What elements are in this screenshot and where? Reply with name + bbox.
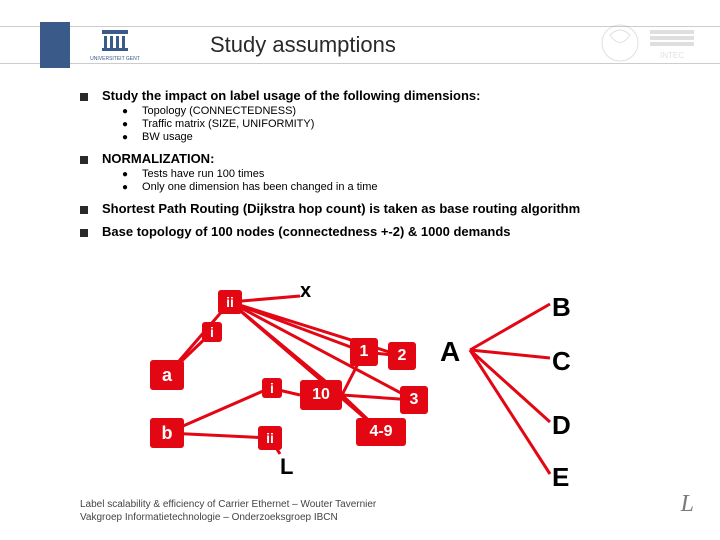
diagram-node-10: 10 xyxy=(300,380,342,410)
diagram-label-x: x xyxy=(300,280,311,303)
dot-bullet-icon: ● xyxy=(122,106,128,117)
square-bullet-icon xyxy=(80,229,88,237)
diagram-node-b: b xyxy=(150,418,184,448)
sub-bullet: ● Traffic matrix (SIZE, UNIFORMITY) xyxy=(122,118,660,130)
bullet-text: Only one dimension has been changed in a… xyxy=(142,181,377,193)
diagram-label-D: D xyxy=(552,410,571,441)
footer-line-2: Vakgroep Informatietechnologie – Onderzo… xyxy=(80,511,376,524)
diagram-node-i1: i xyxy=(202,322,222,342)
bullet-text: Tests have run 100 times xyxy=(142,168,264,180)
intec-logo: INTEC xyxy=(590,20,700,66)
bullet-text: Topology (CONNECTEDNESS) xyxy=(142,105,296,117)
slide-title: Study assumptions xyxy=(210,32,396,58)
page-letter: L xyxy=(681,491,694,518)
sub-bullet: ● Topology (CONNECTEDNESS) xyxy=(122,105,660,117)
dot-bullet-icon: ● xyxy=(122,169,128,180)
sub-bullet: ● Only one dimension has been changed in … xyxy=(122,181,660,193)
content-body: Study the impact on label usage of the f… xyxy=(80,80,660,241)
dot-bullet-icon: ● xyxy=(122,132,128,143)
diagram-label-B: B xyxy=(552,292,571,323)
diagram-label-C: C xyxy=(552,346,571,377)
svg-text:INTEC: INTEC xyxy=(660,51,684,60)
diagram-label-L: L xyxy=(280,454,293,480)
bullet-2: NORMALIZATION: xyxy=(80,151,660,166)
bullet-text: Study the impact on label usage of the f… xyxy=(102,88,480,103)
bullet-1: Study the impact on label usage of the f… xyxy=(80,88,660,103)
square-bullet-icon xyxy=(80,206,88,214)
svg-text:UNIVERSITEIT GENT: UNIVERSITEIT GENT xyxy=(90,56,140,62)
bullet-4: Base topology of 100 nodes (connectednes… xyxy=(80,224,660,239)
footer-line-1: Label scalability & efficiency of Carrie… xyxy=(80,498,376,511)
diagram-node-2: 2 xyxy=(388,342,416,370)
diagram-node-49: 4-9 xyxy=(356,418,406,446)
dot-bullet-icon: ● xyxy=(122,119,128,130)
diagram-label-A: A xyxy=(440,336,460,368)
bullet-text: Shortest Path Routing (Dijkstra hop coun… xyxy=(102,201,580,216)
diagram-node-1: 1 xyxy=(350,338,378,366)
bullet-text: Traffic matrix (SIZE, UNIFORMITY) xyxy=(142,118,314,130)
sub-bullet: ● Tests have run 100 times xyxy=(122,168,660,180)
university-logo: UNIVERSITEIT GENT xyxy=(90,28,140,62)
square-bullet-icon xyxy=(80,93,88,101)
bullet-text: NORMALIZATION: xyxy=(102,151,214,166)
bullet-3: Shortest Path Routing (Dijkstra hop coun… xyxy=(80,201,660,216)
bullet-text: BW usage xyxy=(142,131,193,143)
sub-bullet: ● BW usage xyxy=(122,131,660,143)
diagram-node-i2: i xyxy=(262,378,282,398)
diagram-node-a: a xyxy=(150,360,184,390)
diagram-node-ii2: ii xyxy=(258,426,282,450)
diagram-label-E: E xyxy=(552,462,569,493)
dot-bullet-icon: ● xyxy=(122,182,128,193)
bullet-text: Base topology of 100 nodes (connectednes… xyxy=(102,224,511,239)
diagram-node-ii1: ii xyxy=(218,290,242,314)
network-diagram: abiiiiii101234-9xLABCDE xyxy=(110,290,610,490)
square-bullet-icon xyxy=(80,156,88,164)
footer: Label scalability & efficiency of Carrie… xyxy=(80,498,376,524)
diagram-node-3: 3 xyxy=(400,386,428,414)
header-accent-strip xyxy=(40,22,70,68)
